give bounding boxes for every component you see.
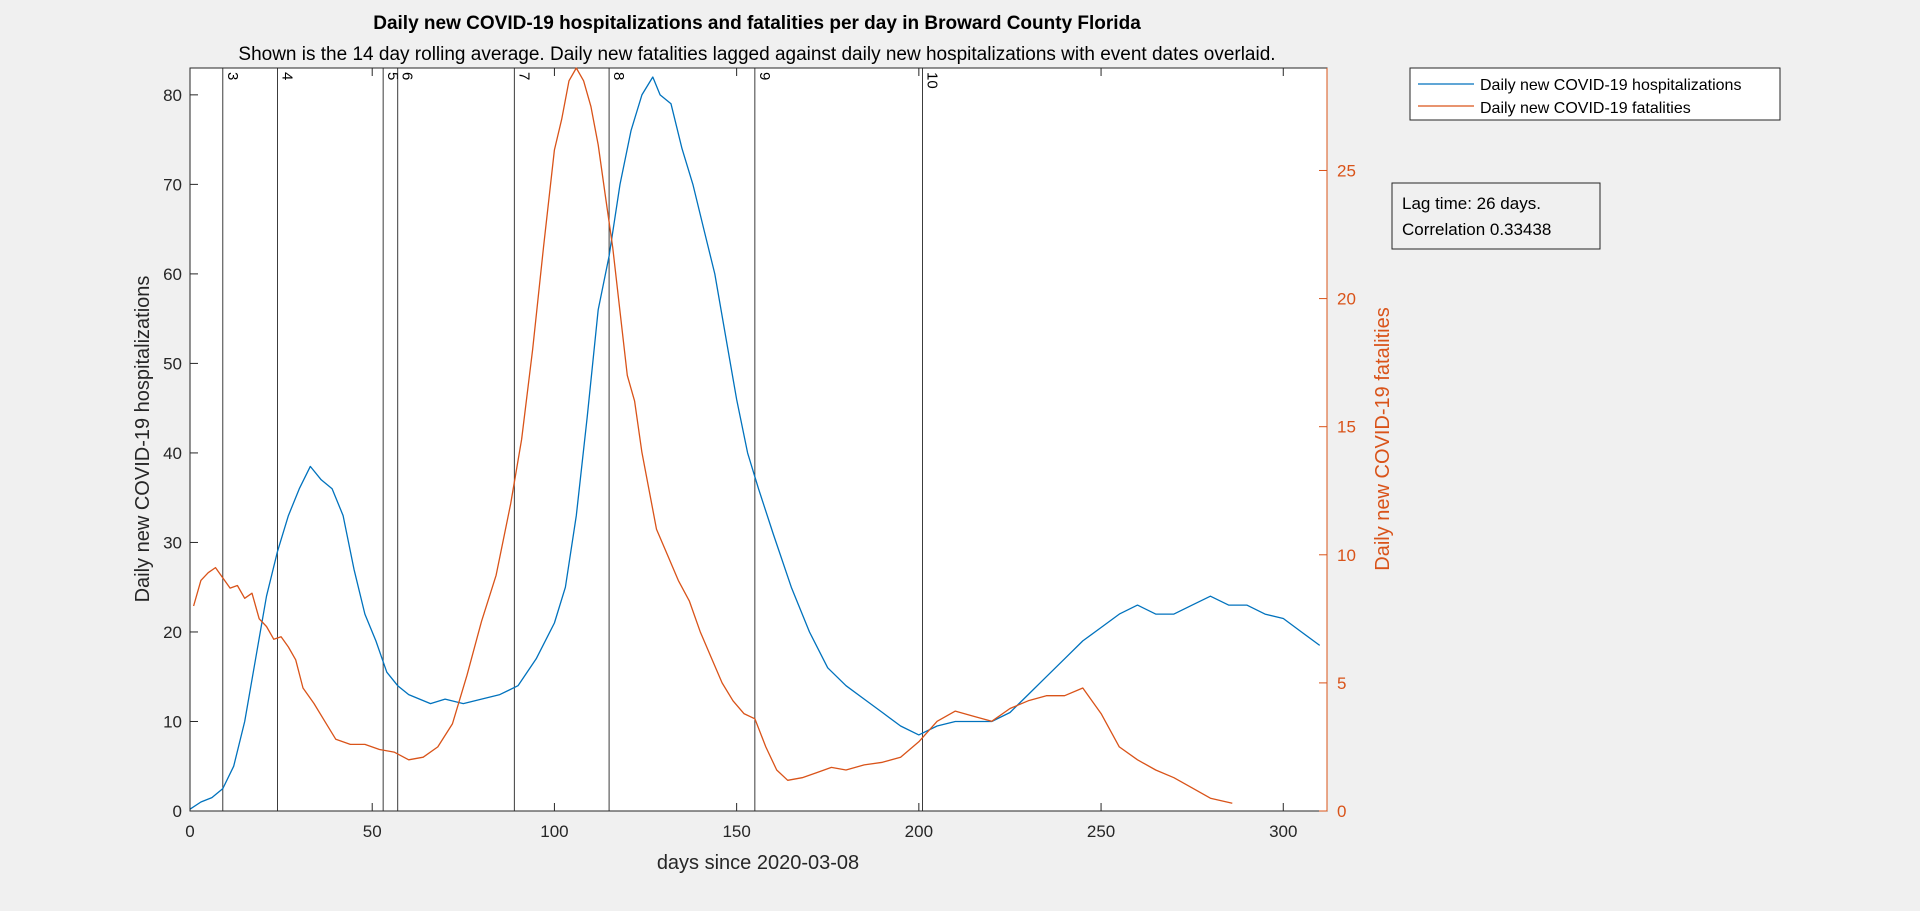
chart-title: Daily new COVID-19 hospitalizations and … [373,13,1141,34]
event-label-10: 10 [923,72,940,89]
event-label-3: 3 [224,72,241,80]
x-tick-label-150: 150 [722,822,750,841]
legend: Daily new COVID-19 hospitalizations Dail… [1409,67,1781,121]
x-tick-label-200: 200 [905,822,933,841]
annotation-correlation: Correlation 0.33438 [1402,220,1551,239]
legend-box [1409,67,1781,121]
y-right-tick-label-15: 15 [1337,418,1356,437]
y-right-tick-label-10: 10 [1337,546,1356,565]
y-right-tick-label-25: 25 [1337,161,1356,180]
annotation-box: Lag time: 26 days. Correlation 0.33438 [1391,182,1601,250]
event-label-4: 4 [278,72,295,80]
annotation-frame [1391,182,1601,250]
y-left-tick-label-10: 10 [163,712,182,731]
y-left-tick-label-80: 80 [163,86,182,105]
event-label-6: 6 [399,72,416,80]
x-axis-label: days since 2020-03-08 [657,852,859,874]
chart-subtitle: Shown is the 14 day rolling average. Dai… [238,44,1275,65]
x-tick-label-50: 50 [363,822,382,841]
y-left-tick-label-0: 0 [173,802,182,821]
y-axis-right: 0 5 10 15 20 25 [1319,68,1356,821]
x-axis: 0 50 100 150 200 250 300 [185,68,1297,841]
y-left-tick-label-60: 60 [163,265,182,284]
y-left-tick-label-30: 30 [163,533,182,552]
y-right-tick-label-5: 5 [1337,674,1346,693]
event-label-8: 8 [610,72,627,80]
y-left-tick-label-20: 20 [163,623,182,642]
y-left-tick-label-40: 40 [163,444,182,463]
event-label-5: 5 [384,72,401,80]
y-axis-left-label: Daily new COVID-19 hospitalizations [132,276,154,603]
y-left-tick-label-50: 50 [163,354,182,373]
event-label-9: 9 [756,72,773,80]
y-right-tick-label-0: 0 [1337,802,1346,821]
series-line-hospitalizations [189,76,1321,810]
x-tick-label-250: 250 [1087,822,1115,841]
series-lines [189,67,1321,810]
legend-label-fatalities: Daily new COVID-19 fatalities [1480,100,1691,117]
legend-label-hospitalizations: Daily new COVID-19 hospitalizations [1480,77,1741,94]
y-right-tick-label-20: 20 [1337,290,1356,309]
y-left-tick-label-70: 70 [163,175,182,194]
y-axis-left: 0 10 20 30 40 50 60 70 80 [163,86,198,821]
x-tick-label-100: 100 [540,822,568,841]
plot-area [189,67,1328,812]
annotation-lag-time: Lag time: 26 days. [1402,194,1541,213]
x-tick-label-0: 0 [185,822,194,841]
event-label-7: 7 [515,72,532,80]
y-axis-right-label: Daily new COVID-19 fatalities [1372,307,1394,570]
x-tick-label-300: 300 [1269,822,1297,841]
series-line-fatalities [192,67,1233,804]
